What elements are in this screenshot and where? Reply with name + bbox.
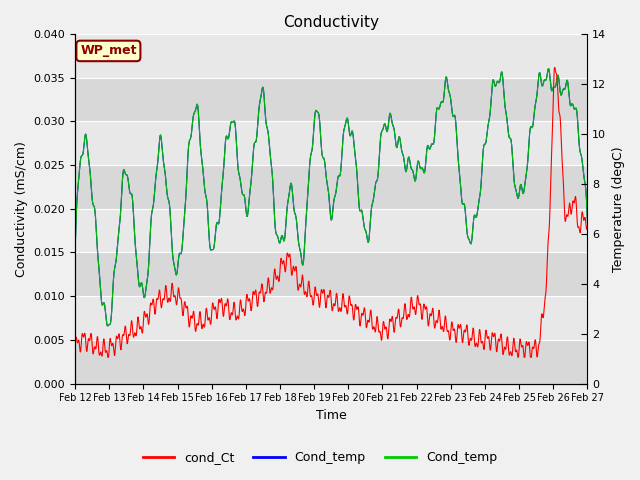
Text: WP_met: WP_met: [80, 45, 137, 58]
Bar: [75, 34, 588, 78]
Bar: [75, 209, 588, 252]
Legend: cond_Ct, Cond_temp, Cond_temp: cond_Ct, Cond_temp, Cond_temp: [138, 446, 502, 469]
Y-axis label: Conductivity (mS/cm): Conductivity (mS/cm): [15, 141, 28, 276]
Bar: [75, 340, 588, 384]
Bar: [75, 121, 588, 165]
X-axis label: Time: Time: [316, 409, 347, 422]
Bar: [75, 78, 588, 121]
Y-axis label: Temperature (degC): Temperature (degC): [612, 146, 625, 272]
Bar: [75, 165, 588, 209]
Title: Conductivity: Conductivity: [284, 15, 380, 30]
Bar: [75, 252, 588, 296]
Bar: [75, 296, 588, 340]
